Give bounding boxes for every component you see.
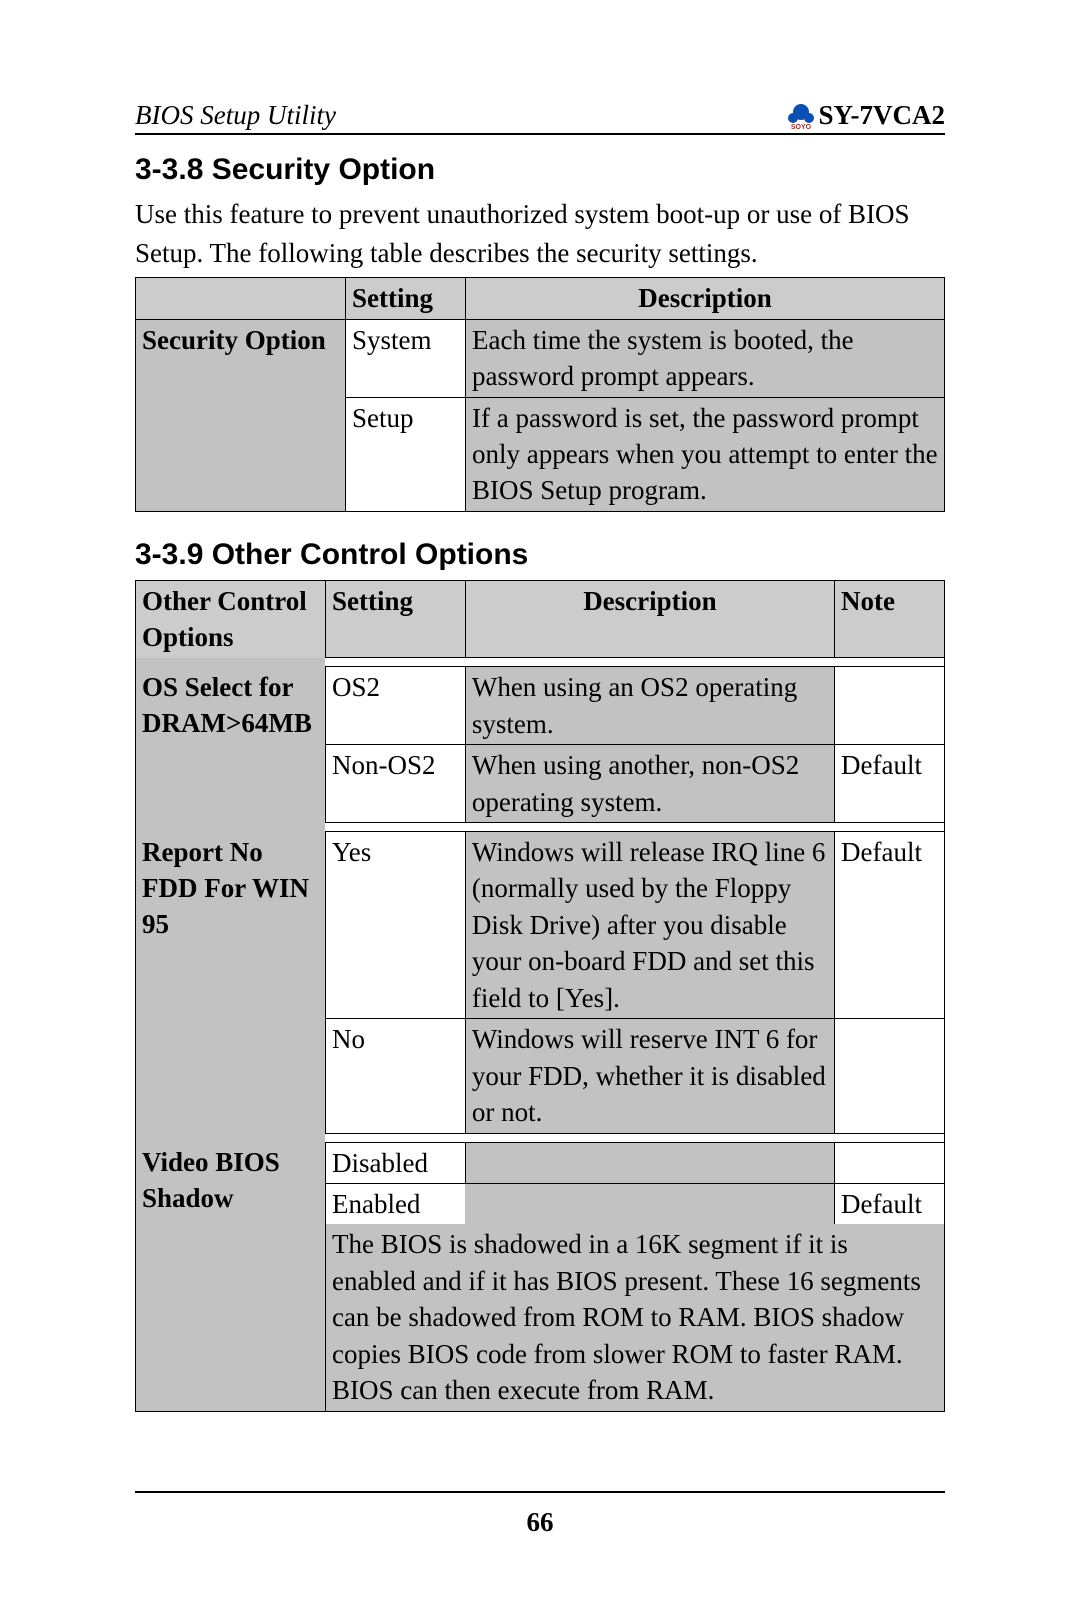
row-label: Report No FDD For WIN 95 — [136, 832, 326, 1134]
page-footer: 66 — [135, 1491, 945, 1538]
description-cell: Windows will release IRQ line 6 (normall… — [465, 832, 834, 1019]
page-content: BIOS Setup Utility SOYO SY-7VCA2 3-3.8 S… — [135, 100, 945, 1412]
note-cell — [835, 1019, 945, 1133]
table-header-cell: Note — [835, 580, 945, 657]
trailer-cell: The BIOS is shadowed in a 16K segment if… — [325, 1224, 944, 1411]
table-header-cell — [136, 278, 346, 319]
header-model: SOYO SY-7VCA2 — [786, 100, 945, 131]
description-cell: When using another, non-OS2 operating sy… — [465, 745, 834, 823]
note-cell: Default — [835, 745, 945, 823]
other-control-table: Other Control Options Setting Descriptio… — [135, 580, 945, 1412]
section-intro: Use this feature to prevent unauthorized… — [135, 195, 945, 273]
table-header-cell: Setting — [325, 580, 465, 657]
description-cell: When using an OS2 operating system. — [465, 667, 834, 745]
setting-cell: Disabled — [325, 1142, 465, 1183]
header-title: BIOS Setup Utility — [135, 100, 336, 131]
table-header-cell: Description — [466, 278, 945, 319]
section-heading-other: 3-3.9 Other Control Options — [135, 538, 945, 572]
note-cell: Default — [835, 1183, 945, 1224]
table-header-cell: Other Control Options — [136, 580, 326, 657]
description-cell: If a password is set, the password promp… — [466, 397, 945, 511]
setting-cell: Setup — [346, 397, 466, 511]
setting-cell: No — [325, 1019, 465, 1133]
description-cell: Each time the system is booted, the pass… — [466, 319, 945, 397]
note-cell — [835, 1142, 945, 1183]
description-cell: Windows will reserve INT 6 for your FDD,… — [465, 1019, 834, 1133]
page-header: BIOS Setup Utility SOYO SY-7VCA2 — [135, 100, 945, 135]
row-label: Video BIOS Shadow — [136, 1142, 326, 1411]
security-option-table: Setting Description Security Option Syst… — [135, 277, 945, 512]
setting-cell: Enabled — [325, 1183, 465, 1224]
note-cell: Default — [835, 832, 945, 1019]
setting-cell: System — [346, 319, 466, 397]
svg-text:SOYO: SOYO — [791, 124, 812, 131]
soyo-logo-icon: SOYO — [786, 101, 816, 131]
section-heading-security: 3-3.8 Security Option — [135, 153, 945, 187]
row-label: Security Option — [136, 319, 346, 511]
note-cell — [835, 667, 945, 745]
header-model-text: SY-7VCA2 — [818, 100, 945, 131]
row-label: OS Select for DRAM>64MB — [136, 667, 326, 823]
setting-cell: Non-OS2 — [325, 745, 465, 823]
table-header-cell: Description — [465, 580, 834, 657]
description-cell — [465, 1142, 834, 1183]
footer-divider — [135, 1491, 945, 1493]
table-header-cell: Setting — [346, 278, 466, 319]
page-number: 66 — [527, 1507, 554, 1537]
setting-cell: OS2 — [325, 667, 465, 745]
setting-cell: Yes — [325, 832, 465, 1019]
